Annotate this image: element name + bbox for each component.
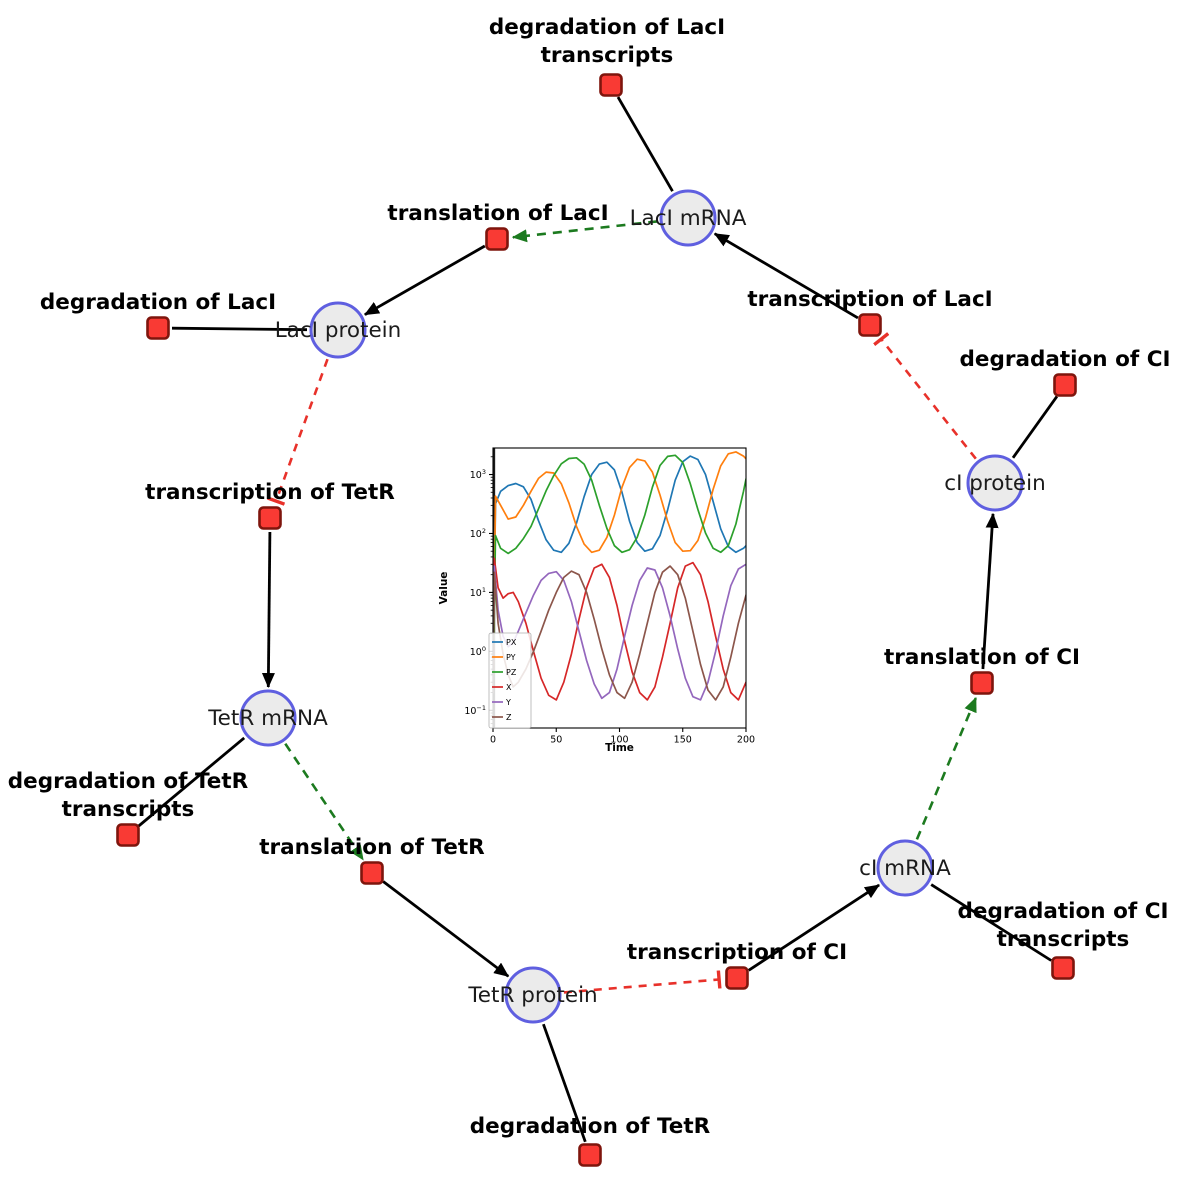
legend-label-Y: Y bbox=[505, 698, 511, 707]
reaction-node-deg-laci-transcripts[interactable] bbox=[599, 73, 623, 97]
x-axis-ticks: 0 50 100 150 200 bbox=[490, 728, 755, 746]
deg-tetr-transcripts-label-line2: transcripts bbox=[62, 797, 195, 822]
nodes-layer bbox=[116, 73, 1077, 1167]
edge-laci-mrna-deg-laci-transcripts bbox=[616, 96, 674, 192]
translation-tetr-label: translation of TetR bbox=[259, 835, 485, 860]
deg-tetr-label: degradation of TetR bbox=[470, 1114, 711, 1139]
edge-transcription-laci-laci-mrna bbox=[713, 232, 859, 320]
tetr-mrna-label: TetR mRNA bbox=[207, 706, 328, 731]
reaction-node-deg-tetr-transcripts[interactable] bbox=[116, 823, 140, 847]
reaction-node-transcription-ci[interactable] bbox=[725, 966, 749, 990]
transcription-tetr-label: transcription of TetR bbox=[145, 480, 395, 505]
edge-translation-tetr-tetr-protein bbox=[382, 880, 510, 978]
x-tick-label-100: 100 bbox=[610, 735, 628, 746]
edge-translation-ci-ci-protein bbox=[981, 512, 999, 670]
edge-tetr-protein-transcription-ci bbox=[563, 970, 722, 994]
reaction-node-transcription-laci[interactable] bbox=[858, 313, 882, 337]
edge-ci-protein-deg-ci bbox=[1011, 395, 1059, 459]
x-tick-label-200: 200 bbox=[737, 735, 755, 746]
edge-translation-laci-laci-protein bbox=[364, 244, 486, 316]
reaction-node-translation-laci[interactable] bbox=[485, 227, 509, 251]
labels-layer: LacI mRNA LacI protein cI protein TetR mRNA… bbox=[8, 15, 1171, 1139]
edge-tetr-protein-deg-tetr bbox=[542, 1023, 587, 1143]
laci-protein-label: LacI protein bbox=[275, 318, 402, 343]
legend-entry-PZ: PZ bbox=[492, 668, 517, 677]
reaction-node-deg-ci-transcripts[interactable] bbox=[1051, 956, 1075, 980]
species-node-laci-mrna[interactable] bbox=[659, 189, 717, 247]
edge-laci-mrna-translation-laci bbox=[511, 220, 658, 243]
legend-label-PZ: PZ bbox=[506, 668, 517, 677]
translation-laci-label: translation of LacI bbox=[387, 201, 608, 226]
legend-label-X: X bbox=[506, 683, 512, 692]
chart-legend: PX PY PZ XYZ bbox=[488, 632, 532, 729]
ci-mrna-label: cI mRNA bbox=[859, 856, 951, 881]
series-PX-line bbox=[493, 455, 746, 694]
ci-protein-label: cI protein bbox=[944, 471, 1045, 496]
series-Y-line bbox=[493, 563, 746, 701]
edge-laci-protein-deg-laci bbox=[171, 326, 308, 332]
deg-ci-label: degradation of CI bbox=[960, 347, 1171, 372]
tetr-protein-label: TetR protein bbox=[467, 983, 597, 1008]
edge-ci-mrna-translation-ci bbox=[915, 696, 978, 840]
deg-ci-transcripts-label-line1: degradation of CI bbox=[958, 899, 1169, 924]
y-axis-ticks: 10−1 100 101 102 103 bbox=[464, 456, 493, 724]
reaction-node-deg-laci[interactable] bbox=[146, 316, 170, 340]
reaction-node-translation-ci[interactable] bbox=[970, 671, 994, 695]
species-node-ci-mrna[interactable] bbox=[876, 839, 934, 897]
series-PZ-line bbox=[493, 454, 746, 694]
reaction-node-deg-tetr[interactable] bbox=[578, 1143, 602, 1167]
x-axis-title: Time bbox=[605, 742, 634, 754]
legend-entry-X: X bbox=[492, 683, 512, 692]
edge-tetr-mrna-deg-tetr-transcripts bbox=[137, 736, 246, 828]
edge-tetr-mrna-translation-tetr bbox=[284, 742, 365, 861]
x-tick-label-50: 50 bbox=[550, 735, 562, 746]
edge-ci-mrna-deg-ci-transcripts bbox=[930, 883, 1052, 962]
deg-laci-transcripts-label-line1: degradation of LacI bbox=[489, 15, 725, 40]
deg-laci-transcripts-label-line2: transcripts bbox=[541, 43, 674, 68]
deg-tetr-transcripts-label-line1: degradation of TetR bbox=[8, 769, 249, 794]
species-node-tetr-protein[interactable] bbox=[504, 966, 562, 1024]
series-PY-line bbox=[493, 451, 746, 694]
y-tick-label-10e-1: 10−1 bbox=[464, 704, 486, 717]
edge-transcription-ci-ci-mrna bbox=[747, 883, 880, 972]
legend-label-Z: Z bbox=[506, 713, 512, 722]
legend-entry-Z: Z bbox=[492, 713, 512, 722]
edge-transcription-tetr-tetr-mrna bbox=[261, 531, 275, 688]
y-tick-label-10e3: 103 bbox=[470, 468, 486, 481]
species-node-laci-protein[interactable] bbox=[309, 301, 367, 359]
legend-label-PX: PX bbox=[506, 638, 517, 647]
x-tick-label-0: 0 bbox=[490, 735, 496, 746]
translation-ci-label: translation of CI bbox=[884, 645, 1080, 670]
species-node-tetr-mrna[interactable] bbox=[239, 689, 297, 747]
laci-mrna-label: LacI mRNA bbox=[630, 206, 747, 231]
deg-ci-transcripts-label-line2: transcripts bbox=[997, 927, 1130, 952]
reaction-node-transcription-tetr[interactable] bbox=[258, 506, 282, 530]
species-node-ci-protein[interactable] bbox=[966, 454, 1024, 512]
edge-ci-protein-transcription-laci bbox=[873, 332, 977, 460]
legend-entry-PY: PY bbox=[492, 653, 516, 662]
deg-laci-label: degradation of LacI bbox=[40, 290, 276, 315]
y-axis-title: Value bbox=[438, 572, 450, 605]
transcription-ci-label: transcription of CI bbox=[627, 940, 847, 965]
legend-entry-Y: Y bbox=[492, 698, 511, 707]
transcription-laci-label: transcription of LacI bbox=[747, 287, 992, 312]
reaction-node-translation-tetr[interactable] bbox=[360, 861, 384, 885]
series-X-line bbox=[493, 557, 746, 701]
x-tick-label-150: 150 bbox=[674, 735, 692, 746]
edge-laci-protein-transcription-tetr bbox=[267, 358, 329, 506]
y-tick-label-10e1: 101 bbox=[470, 586, 486, 599]
edges-layer bbox=[137, 96, 1059, 1143]
y-tick-label-10e0: 100 bbox=[470, 645, 486, 658]
reaction-node-deg-ci[interactable] bbox=[1053, 373, 1077, 397]
y-tick-label-10e2: 102 bbox=[470, 527, 486, 540]
legend-label-PY: PY bbox=[506, 653, 516, 662]
legend-entry-PX: PX bbox=[492, 638, 517, 647]
